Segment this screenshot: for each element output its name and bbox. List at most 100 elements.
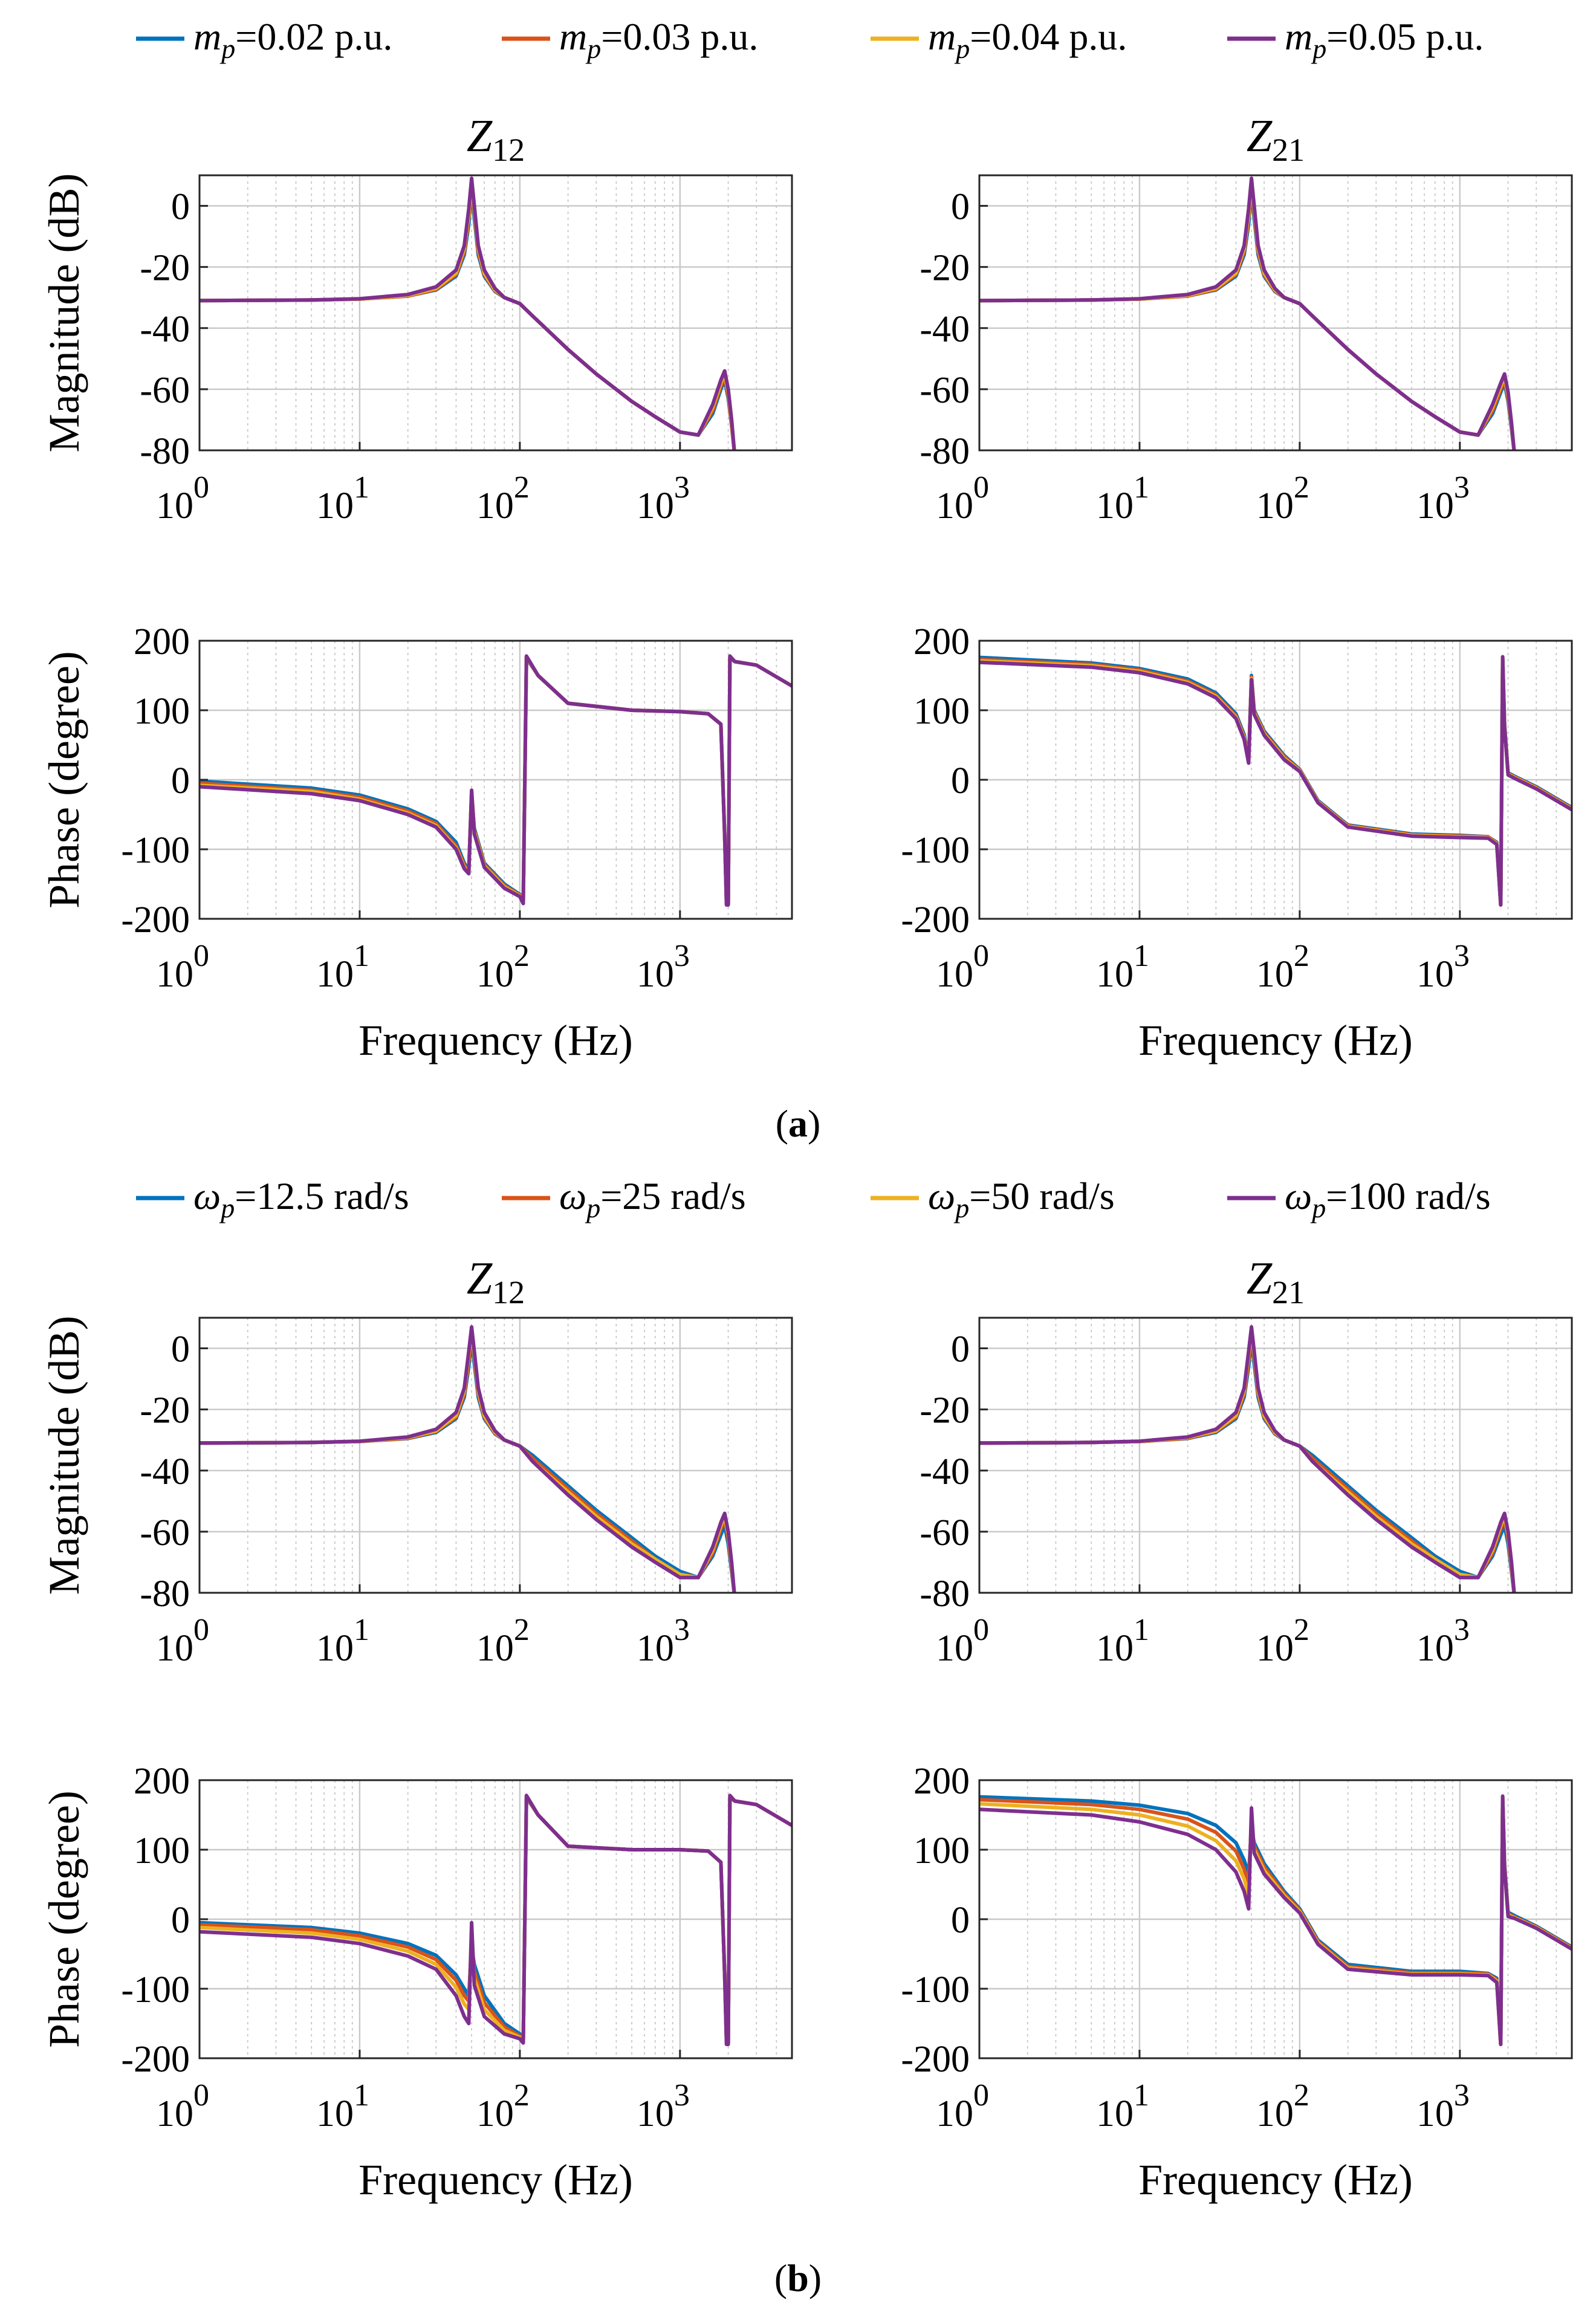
x-tick-exponent: 2	[514, 470, 530, 505]
legend-entry-1: mp=0.02 p.u.	[193, 15, 392, 64]
series-line-4	[979, 655, 1572, 907]
x-tick-exponent: 0	[193, 1613, 209, 1647]
y-tick-label: 0	[951, 1900, 970, 1941]
y-tick-label: 0	[171, 1900, 190, 1941]
x-axis-label: Frequency (Hz)	[1138, 2156, 1413, 2204]
x-tick-label: 100	[936, 2078, 989, 2134]
x-tick-label: 100	[936, 1613, 989, 1669]
series-group	[199, 654, 792, 907]
x-tick-exponent: 2	[1294, 1613, 1309, 1647]
panel-label-close: )	[809, 2257, 822, 2299]
x-tick-exponent: 0	[973, 470, 989, 505]
series-line-4	[199, 177, 736, 450]
y-axis-label: Magnitude (dB)	[40, 173, 88, 453]
y-tick-label: -60	[920, 1512, 970, 1554]
series-line-4	[199, 654, 792, 907]
legend-entry-1: ωp=12.5 rad/s	[193, 1174, 409, 1223]
x-tick-base: 10	[476, 485, 514, 526]
legend-entry-3: ωp=50 rad/s	[928, 1174, 1115, 1223]
panel-label-open: (	[776, 1102, 788, 1145]
x-tick-exponent: 1	[354, 939, 369, 973]
y-axis-label: Magnitude (dB)	[40, 1316, 88, 1595]
legend-symbol: ω	[559, 1174, 586, 1217]
x-tick-label: 100	[156, 939, 209, 995]
legend-symbol: m	[559, 15, 587, 58]
x-tick-label: 102	[1256, 939, 1309, 995]
panel-title-base: Z	[1247, 111, 1273, 161]
series-line-2	[979, 1795, 1572, 2046]
axes-frame	[198, 174, 793, 452]
y-tick-label: -60	[140, 370, 190, 411]
series-group	[199, 1325, 736, 1593]
x-tick-exponent: 0	[973, 939, 989, 973]
panel-title-subscript: 21	[1272, 132, 1305, 168]
x-tick-label: 101	[1096, 1613, 1149, 1669]
legend-entry-4: ωp=100 rad/s	[1285, 1174, 1491, 1223]
x-tick-label: 100	[156, 2078, 209, 2134]
x-tick-exponent: 3	[1454, 2078, 1470, 2113]
legend-text: =0.03 p.u.	[601, 15, 758, 58]
x-tick-exponent: 2	[514, 1613, 530, 1647]
x-tick-label: 103	[637, 939, 690, 995]
x-tick-base: 10	[156, 2093, 193, 2134]
series-line-4	[979, 1325, 1516, 1593]
series-line-3	[979, 655, 1572, 907]
x-tick-label: 102	[1256, 1613, 1309, 1669]
legend-text: =0.05 p.u.	[1326, 15, 1484, 58]
y-axis-label: Phase (degree)	[40, 651, 88, 909]
series-line-1	[979, 1795, 1572, 2046]
series-line-4	[979, 1794, 1572, 2046]
x-tick-base: 10	[156, 1628, 193, 1669]
legend-text: =0.02 p.u.	[235, 15, 392, 58]
y-tick-label: -100	[121, 830, 190, 871]
x-tick-base: 10	[476, 954, 514, 995]
x-tick-exponent: 3	[1454, 1613, 1470, 1647]
x-tick-label: 101	[316, 2078, 369, 2134]
x-axis-label: Frequency (Hz)	[358, 1016, 633, 1064]
x-tick-exponent: 1	[354, 470, 369, 505]
legend-symbol: m	[193, 15, 221, 58]
x-tick-base: 10	[156, 485, 193, 526]
x-tick-exponent: 2	[1294, 939, 1309, 973]
y-tick-label: -200	[121, 899, 190, 941]
x-tick-label: 101	[316, 1613, 369, 1669]
series-group	[199, 177, 736, 450]
x-tick-base: 10	[637, 2093, 674, 2134]
x-tick-exponent: 2	[1294, 470, 1309, 505]
x-tick-exponent: 1	[1134, 2078, 1149, 2113]
legend-subscript: p	[585, 1193, 600, 1223]
x-tick-base: 10	[316, 1628, 354, 1669]
series-group	[979, 1325, 1516, 1593]
y-tick-label: -40	[140, 309, 190, 350]
x-tick-label: 101	[316, 470, 369, 526]
y-tick-label: -100	[901, 1969, 970, 2010]
series-line-1	[199, 656, 792, 906]
y-tick-label: 0	[171, 1329, 190, 1370]
legend-subscript: p	[954, 33, 970, 64]
x-tick-label: 101	[1096, 2078, 1149, 2134]
x-tick-exponent: 3	[1454, 939, 1470, 973]
x-tick-base: 10	[1416, 954, 1454, 995]
x-tick-exponent: 0	[973, 2078, 989, 2113]
y-tick-label: -20	[140, 1390, 190, 1431]
x-tick-base: 10	[637, 954, 674, 995]
x-tick-exponent: 1	[1134, 1613, 1149, 1647]
y-tick-label: -100	[901, 830, 970, 871]
x-tick-base: 10	[476, 2093, 514, 2134]
panel-title: Z21	[1247, 111, 1305, 168]
x-axis-label: Frequency (Hz)	[358, 2156, 633, 2204]
x-tick-exponent: 3	[674, 939, 690, 973]
x-tick-label: 102	[1256, 2078, 1309, 2134]
legend-symbol: ω	[928, 1174, 955, 1217]
x-tick-label: 101	[316, 939, 369, 995]
x-tick-exponent: 1	[354, 2078, 369, 2113]
panel-title-base: Z	[1247, 1253, 1273, 1304]
x-tick-base: 10	[316, 485, 354, 526]
x-tick-base: 10	[1416, 1628, 1454, 1669]
y-tick-label: -60	[140, 1512, 190, 1554]
x-tick-base: 10	[637, 1628, 674, 1669]
